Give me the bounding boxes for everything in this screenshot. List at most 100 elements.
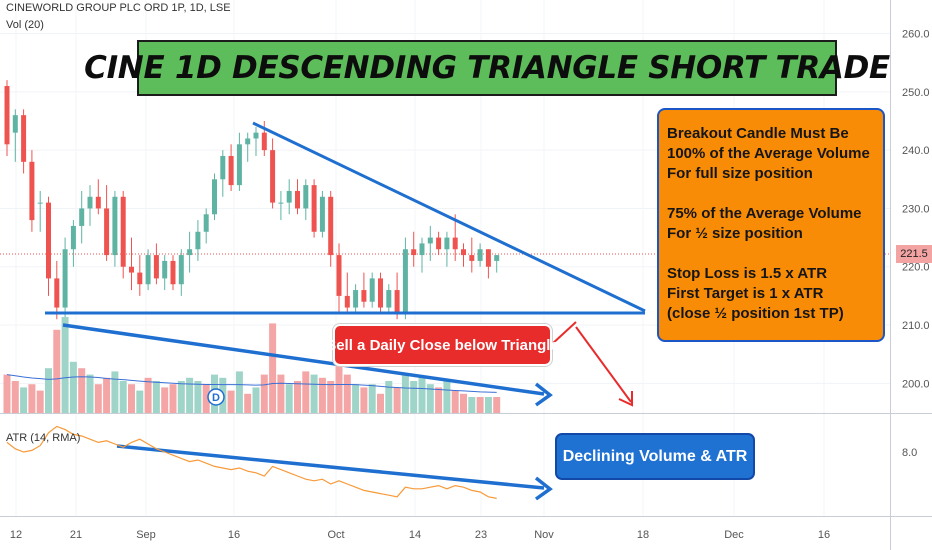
candle-body xyxy=(295,190,300,209)
volume-bar xyxy=(269,323,277,413)
candle-body xyxy=(311,185,317,232)
volume-bar xyxy=(310,374,318,413)
dividend-marker xyxy=(207,388,225,406)
title-banner: CINE 1D DESCENDING TRIANGLE SHORT TRADE xyxy=(84,40,890,96)
y-tick-label: 230.0 xyxy=(902,203,930,215)
rule-line: 100% of the Average Volume xyxy=(667,145,870,162)
volume-bar xyxy=(451,390,459,413)
sell-signal-text: Sell a Daily Close below Triangle xyxy=(326,336,559,354)
candle-body xyxy=(319,196,325,232)
volume-bar xyxy=(260,374,268,413)
candle-body xyxy=(187,249,193,256)
volume-bar xyxy=(61,317,69,413)
candle-body xyxy=(286,190,292,203)
candle-body xyxy=(4,86,10,145)
volume-bar xyxy=(194,381,202,413)
candle-body xyxy=(129,266,134,273)
volume-bar xyxy=(327,381,335,413)
candle-body xyxy=(46,202,51,279)
volume-bar xyxy=(227,390,235,413)
x-tick-label: 16 xyxy=(228,529,240,541)
rule-line: Breakout Candle Must Be xyxy=(667,125,849,142)
x-tick-label: 12 xyxy=(10,529,22,541)
volume-bar xyxy=(401,374,409,413)
volume-decline-arrow xyxy=(62,323,545,396)
candle-body xyxy=(203,214,209,232)
volume-bar xyxy=(343,374,351,413)
candle-body xyxy=(427,237,433,244)
candle-body xyxy=(21,115,27,162)
x-tick-label: Oct xyxy=(327,529,344,541)
volume-bar xyxy=(94,384,102,413)
volume-bar xyxy=(69,361,77,413)
candle-body xyxy=(278,202,284,204)
x-tick-label: 23 xyxy=(475,529,487,541)
volume-bar xyxy=(36,390,44,413)
candle-body xyxy=(95,196,101,209)
candle-body xyxy=(378,278,383,308)
volume-bar xyxy=(277,374,285,413)
candle-body xyxy=(145,255,151,285)
volume-bar xyxy=(28,384,36,413)
candle-body xyxy=(261,132,267,151)
atr-decline-arrow xyxy=(116,444,545,490)
rule-line: For full size position xyxy=(667,165,813,182)
candle-body xyxy=(54,278,60,308)
trade-rules-box: Breakout Candle Must Be 100% of the Aver… xyxy=(657,108,885,342)
candle-body xyxy=(245,138,251,145)
volume-bar xyxy=(377,393,384,413)
atr-line xyxy=(6,425,497,499)
x-tick-label: Dec xyxy=(724,529,744,541)
atr-tick-label: 8.0 xyxy=(902,447,917,459)
candle-body xyxy=(436,237,442,250)
candle-body xyxy=(303,185,309,209)
candle-body xyxy=(369,278,375,302)
price-candles xyxy=(4,80,500,320)
candle-body xyxy=(253,132,259,139)
y-tick-label: 220.0 xyxy=(902,262,930,274)
volume-bar xyxy=(435,387,443,413)
candle-body xyxy=(170,260,176,285)
candle-body xyxy=(104,208,110,256)
volume-bar xyxy=(468,397,476,413)
symbol-line: CINEWORLD GROUP PLC ORD 1P, 1D, LSE xyxy=(6,2,231,14)
candle-body xyxy=(270,150,276,203)
candle-body xyxy=(29,161,35,221)
candle-body xyxy=(12,115,18,133)
volume-bar xyxy=(144,377,152,413)
candle-body xyxy=(336,255,342,296)
candle-body xyxy=(444,237,450,250)
volume-bar xyxy=(418,377,426,413)
volume-bar xyxy=(285,384,293,413)
candle-body xyxy=(79,208,85,226)
volume-bars: D xyxy=(3,317,501,413)
candle-body xyxy=(70,225,76,250)
dividend-marker-label: D xyxy=(212,392,220,404)
volume-bar xyxy=(78,368,86,413)
callout-pointer xyxy=(550,321,577,346)
candle-body xyxy=(361,290,367,302)
volume-bar xyxy=(177,381,185,413)
candle-body xyxy=(120,196,126,267)
volume-bar xyxy=(235,371,243,413)
candle-body xyxy=(419,243,425,256)
x-tick-label: 16 xyxy=(818,529,830,541)
x-tick-label: 18 xyxy=(637,529,649,541)
x-tick-label: 21 xyxy=(70,529,82,541)
volume-bar xyxy=(169,384,177,413)
y-tick-label: 260.0 xyxy=(902,29,930,41)
y-tick-label: 200.0 xyxy=(902,378,930,390)
rule-line: Stop Loss is 1.5 x ATR xyxy=(667,265,828,282)
volume-arrow-head xyxy=(534,382,553,407)
volume-bar xyxy=(161,387,169,413)
x-tick-label: Sep xyxy=(136,529,156,541)
volume-bar xyxy=(460,393,467,413)
trendline-overlays xyxy=(45,121,646,501)
declining-volume-callout: Declining Volume & ATR xyxy=(555,433,755,480)
sell-signal-callout: Sell a Daily Close below Triangle xyxy=(326,324,559,366)
volume-bar xyxy=(393,387,401,413)
y-tick-label: 250.0 xyxy=(902,87,930,99)
volume-bar xyxy=(360,387,368,413)
candle-body xyxy=(452,237,458,250)
volume-bar xyxy=(252,387,260,413)
